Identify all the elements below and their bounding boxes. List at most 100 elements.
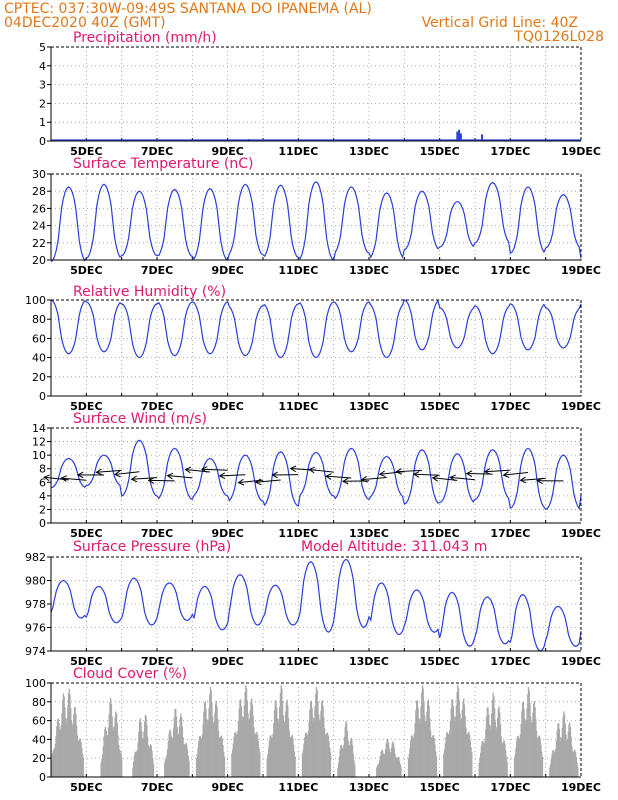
cloud-bar [195, 758, 198, 777]
header-grid-note: Vertical Grid Line: 40Z [422, 15, 578, 31]
cloud-bar [344, 726, 346, 777]
cloud-bar [251, 698, 253, 777]
wind-arrow-head [325, 473, 332, 480]
cloud-bar [482, 742, 485, 777]
cloud-bar [458, 700, 460, 777]
y-tick-label: 40 [32, 352, 46, 365]
cloud-bar [554, 752, 556, 777]
cloud-bar [491, 713, 493, 777]
cloud-bar [388, 748, 390, 777]
cloud-bar [245, 685, 247, 777]
x-tick-label: 13DEC [349, 400, 389, 413]
y-tick-label: 60 [32, 715, 46, 728]
cloud-bar [71, 726, 73, 777]
cloud-bar [410, 735, 413, 777]
wind-arrow-head [76, 471, 84, 479]
cloud-bar [223, 751, 225, 777]
cloud-bar [209, 686, 212, 777]
wind-arrow [61, 477, 87, 481]
cloud-bar [478, 762, 480, 777]
x-tick-label: 17DEC [490, 145, 530, 158]
cloud-bar [167, 740, 170, 777]
wind-arrow-head [412, 471, 420, 478]
cloud-bar [423, 701, 425, 777]
cloud-bar [217, 719, 219, 777]
cloud-bar [556, 730, 558, 777]
cloud-bar [77, 740, 79, 777]
cloud-bar [239, 699, 241, 777]
cloud-bar [377, 764, 379, 777]
cloud-bar [445, 736, 447, 777]
cloud-bar [107, 727, 110, 777]
cloud-bar [577, 766, 579, 777]
cloud-bar [70, 708, 72, 777]
cloud-bar [212, 716, 214, 777]
wind-arrow [361, 476, 387, 481]
wind-arrow [326, 475, 352, 479]
cloud-bar [178, 726, 181, 777]
cloud-bar [178, 733, 180, 777]
cloud-bar [112, 727, 114, 777]
cloud-bar [309, 701, 312, 777]
cloud-bar [500, 736, 502, 777]
x-tick-label: 13DEC [349, 781, 389, 794]
cloud-bar [268, 740, 271, 777]
cloud-bar [465, 727, 467, 777]
panel-title: Relative Humidity (%) [73, 284, 226, 300]
cloud-bar [110, 704, 113, 777]
cloud-bar [553, 751, 555, 777]
x-tick-label: 19DEC [561, 145, 601, 158]
panel-annotation: Model Altitude: 311.043 m [301, 539, 487, 555]
cloud-bar [305, 732, 307, 777]
cloud-bar [530, 716, 532, 777]
cloud-bar [152, 764, 155, 777]
cloud-bar [421, 685, 424, 777]
cloud-bar [517, 735, 519, 777]
cloud-bar [415, 710, 417, 777]
cloud-bar [164, 759, 167, 777]
cloud-bar [258, 747, 260, 777]
cloud-bar [59, 731, 62, 777]
cloud-bar [256, 734, 259, 777]
cloud-bar [80, 741, 82, 777]
cloud-bar [102, 746, 104, 777]
cloud-bar [196, 754, 198, 777]
cloud-bar [240, 699, 242, 777]
cloud-bar [173, 717, 175, 777]
cloud-bar [74, 706, 76, 777]
cloud-bar [166, 754, 168, 777]
cloud-bar [347, 740, 349, 777]
cloud-bar [205, 709, 207, 777]
cloud-bar [457, 688, 460, 777]
cloud-bar [208, 708, 210, 777]
cloud-bar [555, 740, 558, 777]
x-tick-label: 11DEC [278, 527, 318, 540]
cloud-bar [221, 738, 223, 777]
x-tick-label: 11DEC [278, 781, 318, 794]
cloud-bar [134, 751, 136, 777]
cloud-bar [266, 758, 268, 777]
x-tick-label: 15DEC [420, 655, 460, 668]
cloud-bar [315, 686, 318, 777]
cloud-bar [408, 753, 410, 777]
cloud-bar [348, 745, 351, 777]
cloud-bar [237, 730, 239, 777]
cloud-bar [302, 749, 304, 777]
cloud-bar [67, 693, 70, 777]
panel-title: Cloud Cover (%) [73, 666, 187, 682]
wind-arrow-head [289, 465, 297, 473]
x-tick-label: 15DEC [420, 527, 460, 540]
series-line [50, 439, 582, 511]
cloud-bar [379, 760, 381, 777]
cloud-bar [119, 750, 121, 777]
cloud-bar [312, 721, 315, 777]
x-tick-label: 7DEC [141, 781, 173, 794]
cloud-bar [324, 734, 326, 777]
precip-bar [458, 129, 461, 141]
x-tick-label: 19DEC [561, 527, 601, 540]
cloud-bar [376, 765, 379, 777]
series-line [50, 299, 582, 359]
cloud-bar [576, 762, 578, 777]
wind-arrow-head [113, 470, 121, 478]
cloud-bar [250, 701, 252, 777]
